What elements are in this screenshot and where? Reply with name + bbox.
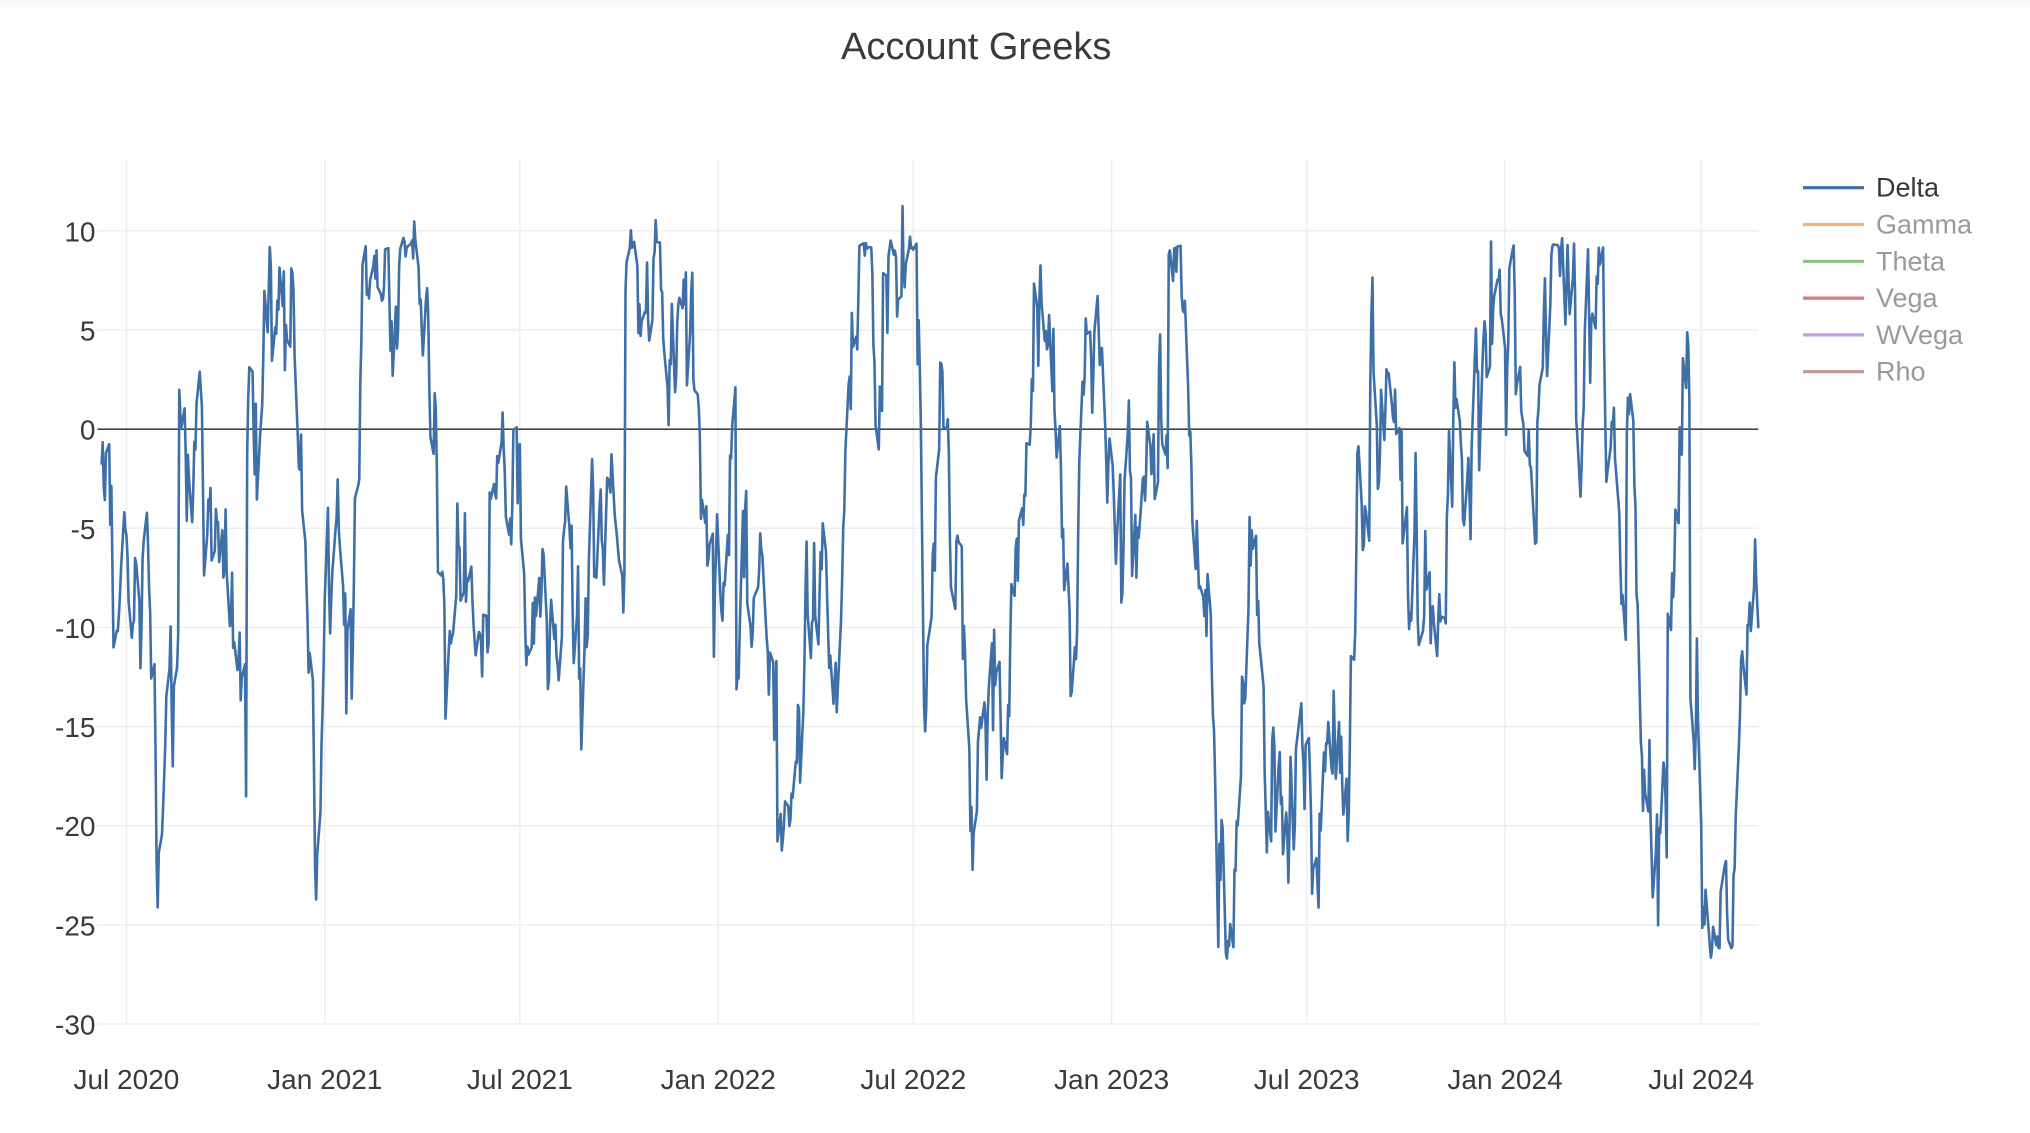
svg-text:Jan 2023: Jan 2023 (1054, 1064, 1169, 1095)
svg-text:5: 5 (80, 315, 96, 346)
svg-text:Jul 2022: Jul 2022 (860, 1064, 966, 1095)
svg-text:-10: -10 (55, 613, 95, 644)
svg-text:Delta: Delta (1876, 173, 1940, 203)
svg-text:Vega: Vega (1876, 283, 1939, 313)
svg-text:-25: -25 (55, 910, 95, 941)
svg-text:WVega: WVega (1876, 320, 1964, 350)
svg-text:Gamma: Gamma (1876, 210, 1973, 240)
svg-text:Jan 2022: Jan 2022 (661, 1064, 776, 1095)
svg-text:Jul 2024: Jul 2024 (1648, 1064, 1754, 1095)
svg-text:Jul 2020: Jul 2020 (73, 1064, 179, 1095)
svg-text:-5: -5 (71, 514, 96, 545)
svg-text:Jan 2021: Jan 2021 (267, 1064, 382, 1095)
svg-text:-15: -15 (55, 712, 95, 743)
svg-text:-20: -20 (55, 811, 95, 842)
svg-text:-30: -30 (55, 1010, 95, 1041)
svg-text:Rho: Rho (1876, 357, 1926, 387)
svg-text:Theta: Theta (1876, 246, 1946, 276)
svg-text:Jan 2024: Jan 2024 (1447, 1064, 1562, 1095)
svg-text:0: 0 (80, 415, 96, 446)
svg-text:Jul 2021: Jul 2021 (467, 1064, 573, 1095)
svg-text:10: 10 (64, 216, 95, 247)
svg-text:Jul 2023: Jul 2023 (1254, 1064, 1360, 1095)
